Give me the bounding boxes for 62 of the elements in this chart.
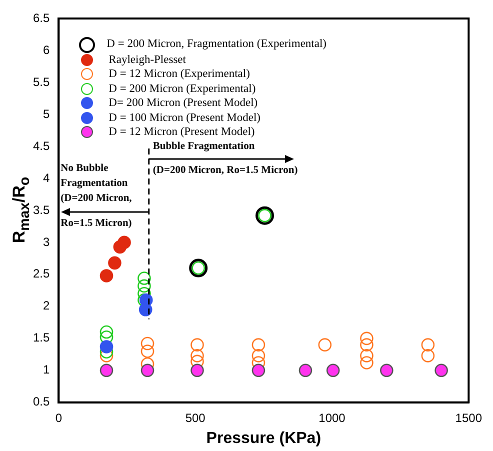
y-tick-label: 4	[42, 170, 50, 185]
point	[140, 364, 154, 378]
point	[360, 338, 374, 352]
x-axis-title: Pressure (KPa)	[206, 430, 322, 447]
point	[118, 236, 131, 250]
point	[108, 256, 122, 270]
point	[252, 338, 266, 352]
point	[380, 364, 394, 378]
y-tick-label: 3	[42, 234, 50, 249]
y-tick-label: 2.5	[32, 266, 50, 281]
legend-label: D = 100 Micron (Present Model)	[108, 110, 260, 125]
point	[138, 302, 152, 316]
point	[100, 269, 114, 282]
legend-label: D = 12 Micron (Present Model)	[108, 125, 255, 140]
point	[189, 258, 208, 278]
point	[360, 332, 374, 346]
point	[421, 349, 435, 362]
y-tick-label: 5	[42, 106, 50, 121]
point	[100, 330, 114, 344]
point	[140, 344, 154, 358]
x-tick-label: 0	[55, 410, 62, 425]
y-tick-label: 6.5	[32, 10, 50, 25]
point	[190, 364, 204, 378]
y-tick-label: 1	[42, 362, 50, 377]
point	[360, 349, 374, 362]
y-tick-label: 0.5	[32, 394, 50, 409]
point	[252, 364, 266, 378]
point	[190, 338, 204, 352]
legend-label: D = 12 Micron (Experimental)	[108, 67, 250, 82]
point	[298, 364, 312, 378]
y-tick-label: 2	[42, 298, 50, 313]
legend-label: D= 200 Micron (Present Model)	[108, 96, 258, 110]
y-tick-label: 5.5	[32, 74, 50, 89]
y-tick-label: 1.5	[32, 330, 50, 345]
text: No Bubble Fragmentation (D=200 Micron, Ro=1.5 Micron)	[60, 163, 132, 230]
point	[326, 364, 340, 378]
point	[190, 349, 204, 362]
y-tick-label: 4.5	[32, 138, 50, 153]
point	[100, 364, 114, 378]
point	[256, 206, 274, 225]
point	[421, 338, 435, 352]
x-tick-label: 1500	[455, 410, 482, 425]
point	[318, 338, 332, 352]
annotation: (D=200 Micron, Ro=1.5 Micron)	[152, 165, 298, 176]
point	[252, 349, 266, 362]
point	[434, 364, 448, 378]
legend-label: Rayleigh-Plesset	[108, 52, 186, 67]
legend-label: D = 200 Micron (Experimental)	[108, 82, 256, 96]
point	[140, 336, 154, 350]
annotation: Bubble Fragmentation	[152, 141, 255, 152]
point	[138, 279, 151, 293]
y-tick-label: 6	[42, 42, 50, 57]
point	[138, 272, 151, 285]
x-tick-label: 1000	[318, 410, 346, 425]
legend-label: D = 200 Micron, Fragmentation (Experimental)	[106, 37, 326, 52]
x-tick-label: 500	[185, 410, 206, 425]
point	[138, 286, 151, 300]
y-tick-label: 3.5	[32, 202, 50, 217]
point	[100, 349, 114, 362]
point	[100, 340, 114, 354]
point	[360, 356, 374, 370]
point	[100, 325, 114, 339]
